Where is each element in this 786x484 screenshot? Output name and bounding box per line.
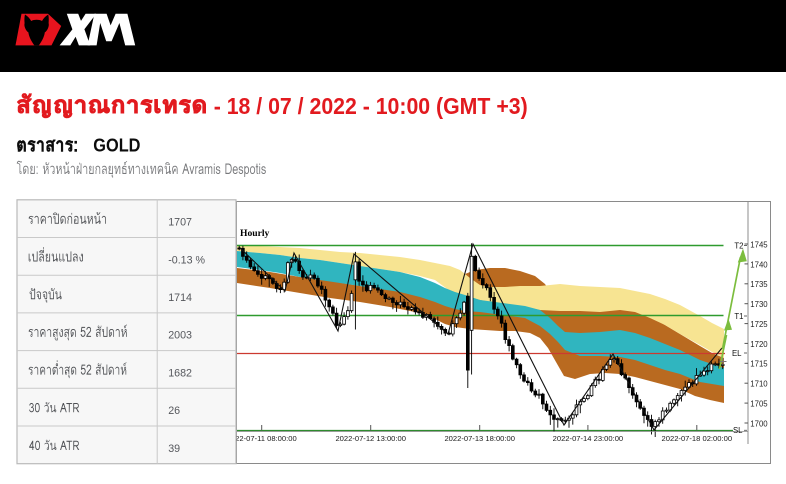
svg-text:2003: 2003 bbox=[168, 330, 192, 342]
svg-text:1714: 1714 bbox=[168, 292, 192, 304]
svg-text:T2: T2 bbox=[734, 241, 743, 250]
svg-text:EL: EL bbox=[732, 349, 742, 358]
svg-text:1715: 1715 bbox=[750, 360, 768, 369]
svg-text:26: 26 bbox=[168, 405, 180, 417]
svg-text:39: 39 bbox=[168, 443, 180, 455]
svg-text:GOLD: GOLD bbox=[93, 135, 140, 156]
svg-text:1745: 1745 bbox=[750, 240, 768, 249]
svg-text:1707: 1707 bbox=[168, 217, 192, 229]
svg-text:-0.13 %: -0.13 % bbox=[168, 254, 205, 266]
svg-text:2022-07-18 02:00:00: 2022-07-18 02:00:00 bbox=[662, 434, 733, 443]
svg-text:T1: T1 bbox=[734, 312, 743, 321]
svg-text:1705: 1705 bbox=[750, 400, 768, 409]
svg-text:2022-07-12 13:00:00: 2022-07-12 13:00:00 bbox=[335, 434, 406, 443]
svg-text:1740: 1740 bbox=[750, 260, 768, 269]
svg-text:1700: 1700 bbox=[750, 419, 768, 428]
svg-text:2022-07-14 23:00:00: 2022-07-14 23:00:00 bbox=[553, 434, 624, 443]
svg-text:Hourly: Hourly bbox=[240, 228, 270, 239]
svg-text:1682: 1682 bbox=[168, 367, 192, 379]
svg-text:- 18 / 07 / 2022 - 10:00 (GMT: - 18 / 07 / 2022 - 10:00 (GMT +3) bbox=[214, 93, 528, 119]
svg-text:SL: SL bbox=[733, 426, 743, 435]
svg-text:2022-07-13 18:00:00: 2022-07-13 18:00:00 bbox=[444, 434, 515, 443]
svg-text:1735: 1735 bbox=[750, 280, 768, 289]
svg-text:1720: 1720 bbox=[750, 340, 768, 349]
svg-text:1725: 1725 bbox=[750, 320, 768, 329]
svg-text:1710: 1710 bbox=[750, 380, 768, 389]
svg-text:1730: 1730 bbox=[750, 300, 768, 309]
svg-text:2022-07-11 08:00:00: 2022-07-11 08:00:00 bbox=[227, 434, 297, 443]
